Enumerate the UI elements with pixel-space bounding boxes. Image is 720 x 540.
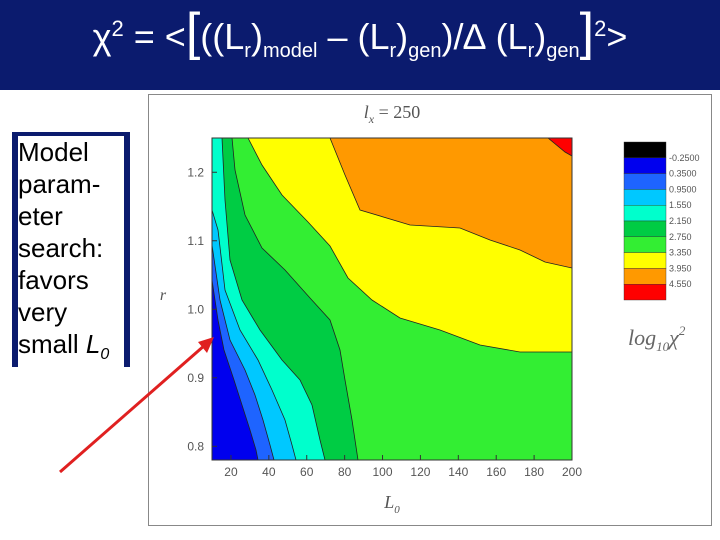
y-axis-label: r — [160, 287, 167, 304]
colorbar-level-label: 0.9500 — [669, 184, 697, 194]
colorbar-swatch — [623, 141, 667, 159]
chart-title: lx = 250 — [364, 102, 421, 126]
region-darkblue — [212, 280, 258, 460]
contour-lines — [212, 138, 572, 460]
title-exp: 2 — [111, 16, 124, 41]
colorbar-title-sub: 10 — [656, 339, 670, 354]
note-line-6: very — [18, 297, 68, 327]
colorbar-swatch — [623, 236, 667, 253]
x-tick-label: 20 — [224, 465, 238, 479]
colorbar-swatch — [623, 173, 667, 190]
note-text: Model param- eter search: favors very sm… — [18, 136, 124, 372]
title-lbr: [ — [185, 3, 201, 61]
colorbar-level-label: 2.750 — [669, 232, 692, 242]
x-tick-label: 180 — [524, 465, 544, 479]
x-axis-label: L0 — [383, 492, 400, 516]
x-tick-label: 160 — [486, 465, 506, 479]
colorbar-level-label: 1.550 — [669, 200, 692, 210]
note-line-1: Model — [18, 137, 89, 167]
note-line-5: favors — [18, 265, 89, 295]
x-tick-label: 80 — [338, 465, 352, 479]
colorbar-swatch — [623, 157, 667, 174]
slide-title: χ2 = <[((Lr)model – (Lr)gen)/∆ (Lr)gen]2… — [0, 6, 720, 63]
title-div: )/∆ (L — [441, 16, 528, 57]
chart-title-sub: x — [368, 112, 375, 126]
title-close2: ) — [396, 16, 409, 57]
colorbar: -0.2500 0.3500 0.9500 1.550 2.150 2.750 3.350 3… — [623, 141, 700, 301]
y-tick-label: 0.9 — [187, 371, 204, 385]
arrow-head — [198, 337, 214, 353]
title-open: ((L — [200, 16, 245, 57]
title-eq: = < — [123, 16, 186, 57]
title-sub-gen2: gen — [546, 40, 580, 63]
title-end: > — [606, 16, 628, 57]
y-tick-label: 0.8 — [187, 439, 204, 453]
colorbar-swatch — [623, 252, 667, 269]
title-sub-model: model — [262, 40, 318, 63]
x-tick-label: 120 — [410, 465, 430, 479]
x-tick-label: 100 — [373, 465, 393, 479]
note-line-7: small L0 — [18, 328, 124, 371]
title-minus: – (L — [317, 16, 390, 57]
chart-title-value: = 250 — [374, 102, 420, 122]
y-tick-label: 1.1 — [187, 234, 204, 248]
plot-border — [211, 137, 573, 461]
note-line-3: eter — [18, 201, 63, 231]
colorbar-level-label: -0.2500 — [669, 153, 700, 163]
title-rbr: ] — [579, 3, 595, 61]
y-axis-ticks: 0.8 0.9 1.0 1.1 1.2 — [187, 165, 217, 453]
colorbar-level-label: 2.150 — [669, 216, 692, 226]
title-bar — [0, 0, 720, 90]
colorbar-swatch — [623, 204, 667, 222]
contour-regions — [212, 138, 572, 460]
x-tick-label: 60 — [300, 465, 314, 479]
note-var: L — [85, 329, 101, 359]
title-sub-r3: r — [527, 40, 535, 63]
note-line-2: param- — [18, 169, 101, 199]
chart-title-l: l — [364, 102, 369, 122]
title-close3: ) — [534, 16, 547, 57]
y-tick-label: 1.0 — [187, 302, 204, 316]
note-box: Model param- eter search: favors very sm… — [12, 132, 130, 372]
arrow-line — [59, 343, 206, 474]
note-line-4: search: — [18, 233, 104, 263]
note-line-7-text: small — [18, 329, 86, 359]
x-tick-label: 200 — [562, 465, 582, 479]
colorbar-level-label: 3.950 — [669, 263, 692, 273]
note-var-sub: 0 — [100, 346, 110, 364]
title-sub-gen1: gen — [408, 40, 442, 63]
colorbar-level-label: 0.3500 — [669, 169, 697, 179]
y-tick-label: 1.2 — [187, 165, 204, 179]
title-close1: ) — [250, 16, 263, 57]
colorbar-level-label: 4.550 — [669, 279, 692, 289]
colorbar-level-label: 3.350 — [669, 248, 692, 258]
title-exp2: 2 — [594, 16, 607, 41]
colorbar-swatch — [623, 284, 667, 301]
title-chi: χ — [92, 16, 112, 57]
colorbar-title-log: log — [628, 325, 656, 350]
x-axis-label-l: L — [383, 492, 394, 512]
colorbar-title: log10χ2 — [628, 323, 686, 354]
colorbar-swatch — [623, 220, 667, 238]
x-axis-label-sub: 0 — [394, 504, 400, 516]
colorbar-title-sup: 2 — [679, 323, 686, 338]
x-axis-ticks: 20 40 60 80 100 120 140 160 180 200 — [224, 455, 582, 479]
x-tick-label: 40 — [262, 465, 276, 479]
title-sub-r2: r — [389, 40, 397, 63]
colorbar-title-chi: χ — [667, 325, 680, 350]
title-sub-r1: r — [244, 40, 251, 63]
colorbar-swatch — [623, 268, 667, 285]
colorbar-swatch — [623, 189, 667, 206]
x-tick-label: 140 — [448, 465, 468, 479]
